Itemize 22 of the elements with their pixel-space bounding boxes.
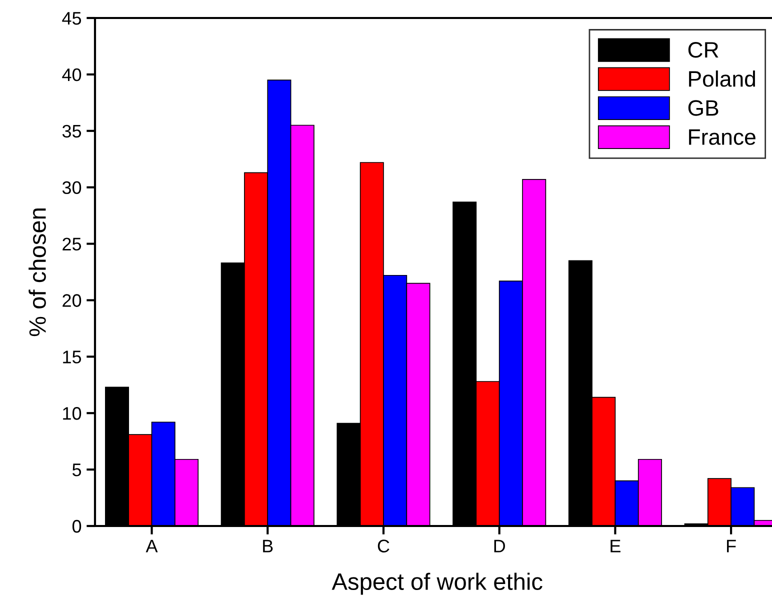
- y-tick-label: 30: [62, 181, 82, 194]
- y-axis-title: % of chosen: [28, 208, 46, 336]
- x-axis-title: Aspect of work ethic: [332, 572, 542, 595]
- x-tick-label: E: [610, 540, 620, 552]
- y-tick-label: 0: [72, 520, 82, 533]
- legend-label: GB: [688, 100, 718, 116]
- y-tick-label: 5: [72, 464, 82, 476]
- x-tick-label: A: [146, 540, 158, 552]
- y-tick-label: 35: [62, 124, 82, 138]
- legend-label: CR: [688, 42, 718, 58]
- legend-label: France: [689, 129, 756, 145]
- y-tick-label: 45: [62, 12, 82, 25]
- y-tick-label: 15: [63, 350, 82, 364]
- x-tick-label: F: [727, 540, 736, 552]
- y-tick-label: 25: [62, 238, 82, 250]
- y-tick-label: 10: [63, 407, 82, 420]
- legend-label: Poland: [689, 70, 756, 87]
- y-tick-label: 20: [62, 294, 82, 307]
- x-tick-label: D: [494, 540, 505, 552]
- y-tick-label: 40: [62, 68, 82, 82]
- x-tick-label: B: [263, 540, 273, 552]
- x-tick-label: C: [378, 540, 390, 552]
